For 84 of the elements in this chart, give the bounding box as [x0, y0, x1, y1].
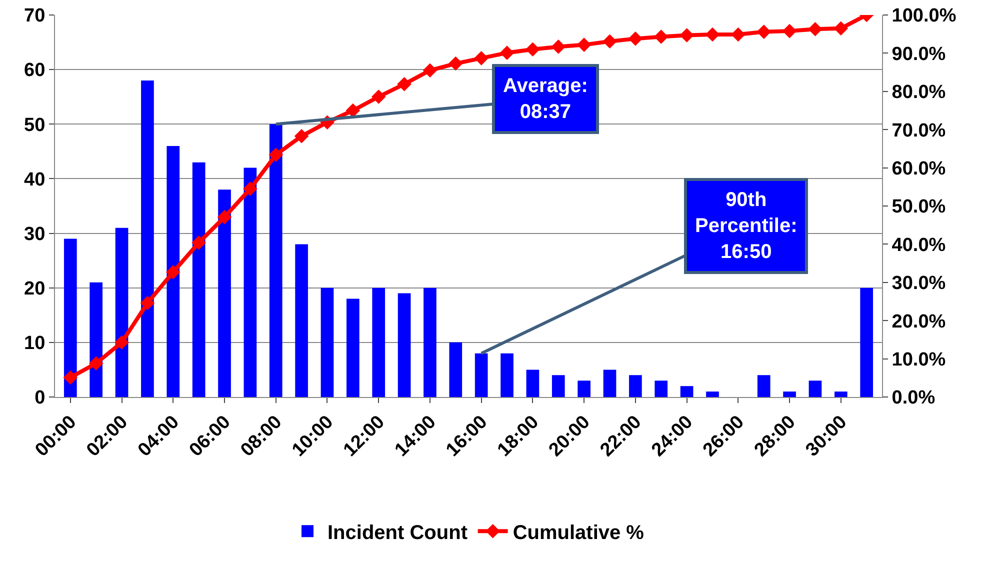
point — [756, 24, 772, 39]
y2-tick-label: 10.0% — [892, 349, 946, 370]
bar — [578, 380, 590, 397]
point — [166, 264, 180, 280]
point — [397, 76, 412, 92]
point — [243, 182, 258, 196]
point — [88, 356, 104, 371]
y2-tick-label: 40.0% — [892, 234, 946, 256]
point — [140, 296, 155, 310]
legend-label: Cumulative % — [512, 522, 644, 544]
y-tick-label: 0 — [34, 388, 46, 409]
bar — [860, 288, 874, 397]
point — [551, 40, 566, 54]
bar — [706, 392, 719, 397]
y-tick-label: 50 — [24, 114, 46, 136]
bar — [166, 146, 180, 397]
point — [808, 22, 822, 36]
bar — [372, 288, 386, 397]
point — [628, 32, 643, 46]
legend-label: Incident Count — [328, 522, 468, 544]
bar — [449, 342, 462, 397]
point — [500, 46, 514, 60]
y2-tick-label: 70.0% — [892, 120, 946, 142]
bar — [500, 353, 514, 397]
point — [602, 34, 617, 49]
bar — [269, 124, 282, 397]
y2-tick-label: 90.0% — [892, 44, 946, 65]
point — [192, 236, 206, 250]
y2-tick-label: 100.0% — [892, 6, 956, 27]
bar — [218, 190, 231, 397]
bar — [424, 288, 436, 397]
point — [705, 27, 720, 42]
bar — [783, 392, 796, 397]
point — [422, 63, 438, 78]
bar — [552, 375, 565, 397]
point — [114, 335, 129, 350]
point — [346, 103, 360, 118]
point — [654, 30, 668, 44]
bar — [398, 293, 411, 397]
y2-tick-label: 50.0% — [892, 196, 946, 218]
bar — [526, 370, 540, 397]
bar — [629, 375, 642, 397]
bar — [244, 168, 257, 397]
y-tick-label: 60 — [24, 60, 46, 82]
bar — [680, 386, 694, 397]
bar — [295, 244, 308, 397]
y2-tick-label: 20.0% — [892, 311, 946, 332]
y-tick-label: 20 — [24, 278, 46, 300]
point — [448, 56, 463, 71]
bar — [320, 288, 334, 397]
bar — [192, 162, 206, 397]
point — [576, 38, 592, 52]
point — [63, 370, 78, 385]
point — [294, 128, 309, 144]
y-tick-label: 70 — [24, 6, 46, 27]
point — [680, 28, 694, 42]
point — [782, 24, 797, 38]
bar — [141, 80, 154, 397]
y2-tick-label: 30.0% — [892, 273, 946, 294]
annotation: 90th Percentile: 16:50 — [695, 189, 798, 263]
bar — [757, 375, 770, 397]
bar — [90, 282, 103, 397]
bar — [115, 228, 128, 397]
bar — [603, 370, 616, 397]
y2-tick-label: 60.0% — [892, 158, 946, 180]
y-tick-label: 10 — [24, 333, 46, 354]
point — [268, 148, 284, 162]
y2-tick-label: 80.0% — [892, 82, 946, 104]
bar — [474, 353, 488, 397]
y-tick-label: 40 — [24, 169, 46, 190]
point — [526, 42, 540, 57]
point — [371, 90, 386, 104]
point — [217, 210, 232, 224]
y-tick-label: 30 — [24, 224, 46, 245]
bar — [808, 380, 822, 397]
bar — [64, 238, 77, 397]
point — [834, 21, 848, 36]
bar — [346, 298, 360, 397]
y2-tick-label: 0.0% — [892, 388, 936, 409]
point — [474, 51, 488, 66]
point — [731, 27, 746, 42]
bar — [654, 380, 668, 397]
bar — [834, 392, 848, 397]
annotation: Average: 08:37 — [503, 75, 588, 123]
